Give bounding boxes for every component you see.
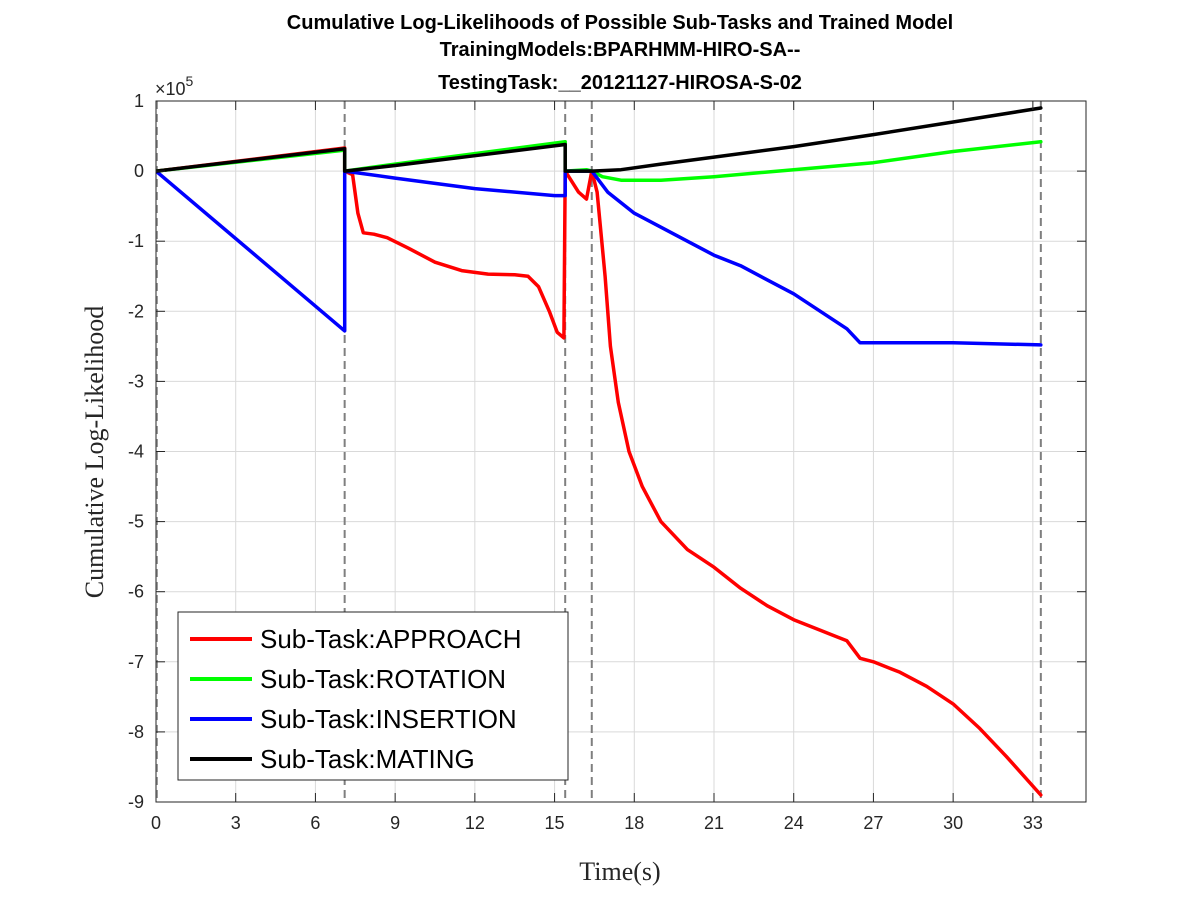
chart-title-line-1: Cumulative Log-Likelihoods of Possible S…: [287, 12, 953, 34]
chart-title-line-2: TrainingModels:BPARHMM-HIRO-SA--: [440, 39, 801, 61]
x-tick-label: 21: [704, 813, 724, 833]
x-tick-label: 33: [1023, 813, 1043, 833]
x-tick-label: 9: [390, 813, 400, 833]
y-multiplier-exponent: 5: [186, 73, 194, 89]
legend: Sub-Task:APPROACH Sub-Task:ROTATION Sub-Ta…: [177, 611, 569, 781]
axis-ticks: 0 3 6 9 12 15 18 21 24 27 30 33 1 0 -1 -2 -3 -4 -5 -6 -7 -8 -9: [128, 91, 1086, 833]
x-tick-label: 30: [943, 813, 963, 833]
y-tick-label: -8: [128, 722, 144, 742]
x-tick-label: 12: [465, 813, 485, 833]
y-tick-label: -1: [128, 231, 144, 251]
series-line-mating: [156, 106, 1043, 173]
x-tick-label: 0: [151, 813, 161, 833]
y-tick-label: -9: [128, 792, 144, 812]
x-tick-label: 18: [624, 813, 644, 833]
y-tick-label: -2: [128, 301, 144, 321]
y-axis-label: Cumulative Log-Likelihood: [80, 306, 109, 598]
series-line-approach: [156, 146, 1043, 797]
y-tick-label: -3: [128, 371, 144, 391]
x-tick-label: 6: [310, 813, 320, 833]
chart-title-line-3: TestingTask:__20121127-HIROSA-S-02: [438, 72, 802, 94]
y-multiplier-label: ×105: [155, 73, 194, 99]
legend-label-rotation: Sub-Task:ROTATION: [260, 664, 506, 694]
legend-label-mating: Sub-Task:MATING: [260, 744, 475, 774]
x-tick-label: 24: [784, 813, 804, 833]
x-tick-label: 3: [231, 813, 241, 833]
y-tick-label: 0: [134, 161, 144, 181]
y-tick-label: 1: [134, 91, 144, 111]
x-tick-label: 15: [545, 813, 565, 833]
y-tick-label: -7: [128, 652, 144, 672]
legend-label-approach: Sub-Task:APPROACH: [260, 624, 522, 654]
series-line-insertion: [156, 169, 1043, 347]
y-multiplier-base: ×10: [155, 79, 186, 99]
y-tick-label: -5: [128, 512, 144, 532]
series-lines: [156, 106, 1043, 797]
legend-label-insertion: Sub-Task:INSERTION: [260, 704, 517, 734]
x-axis-label: Time(s): [579, 857, 660, 886]
y-tick-label: -4: [128, 442, 144, 462]
x-tick-label: 27: [863, 813, 883, 833]
y-tick-label: -6: [128, 582, 144, 602]
